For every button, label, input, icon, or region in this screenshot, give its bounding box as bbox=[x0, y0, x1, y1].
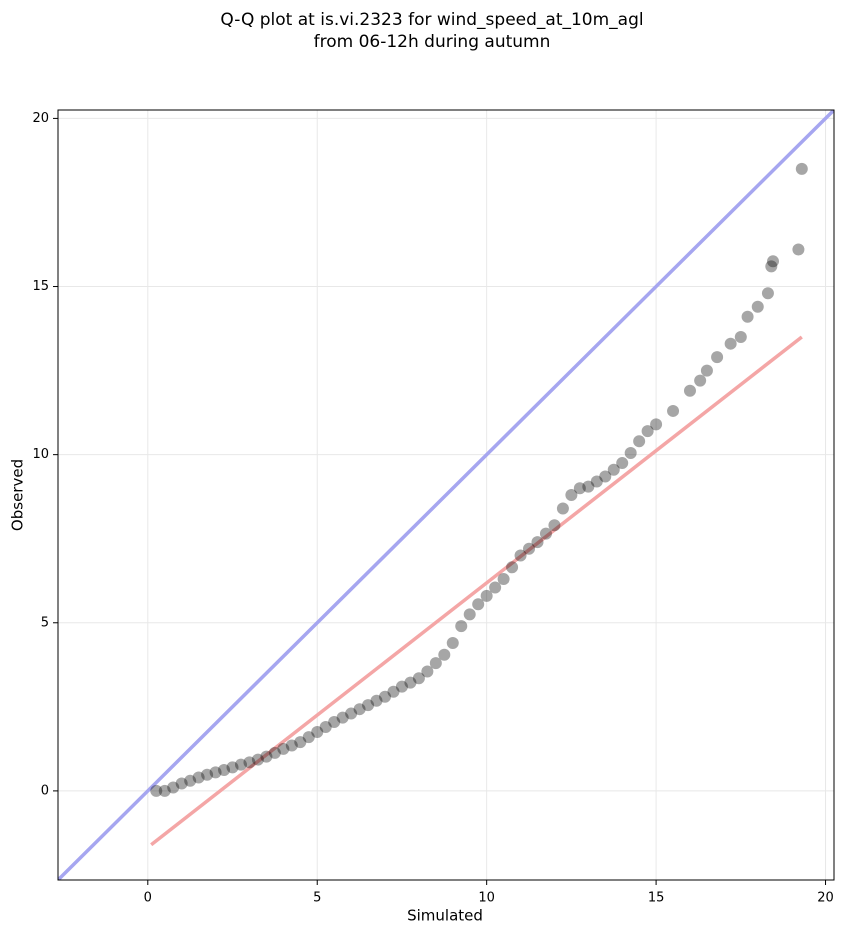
chart-title: from 06-12h during autumn bbox=[314, 32, 551, 52]
point bbox=[345, 707, 358, 720]
chart-title: Q-Q plot at is.vi.2323 for wind_speed_at… bbox=[220, 10, 643, 30]
point bbox=[463, 608, 476, 621]
point bbox=[694, 374, 707, 387]
point bbox=[761, 287, 774, 300]
reference-line bbox=[150, 335, 803, 847]
point bbox=[641, 425, 654, 438]
point bbox=[438, 648, 451, 661]
point bbox=[260, 750, 273, 763]
point bbox=[150, 784, 163, 797]
point bbox=[795, 162, 808, 175]
point bbox=[319, 721, 332, 734]
point bbox=[251, 753, 264, 766]
y-tick-label: 0 bbox=[41, 783, 49, 798]
point bbox=[379, 690, 392, 703]
point bbox=[765, 260, 778, 273]
x-tick-label: 15 bbox=[648, 891, 665, 906]
y-tick-label: 20 bbox=[32, 111, 49, 126]
point bbox=[209, 766, 222, 779]
point bbox=[277, 742, 290, 755]
point bbox=[429, 657, 442, 670]
point bbox=[650, 418, 663, 431]
y-tick-label: 15 bbox=[32, 279, 49, 294]
point bbox=[582, 480, 595, 493]
point bbox=[353, 703, 366, 716]
point bbox=[370, 694, 383, 707]
point bbox=[734, 330, 747, 343]
point bbox=[387, 685, 400, 698]
point bbox=[497, 573, 510, 586]
point bbox=[751, 300, 764, 313]
point bbox=[607, 463, 620, 476]
point bbox=[700, 364, 713, 377]
point bbox=[268, 746, 281, 759]
point bbox=[489, 581, 502, 594]
point bbox=[201, 768, 214, 781]
point bbox=[243, 756, 256, 769]
point bbox=[616, 457, 629, 470]
point bbox=[480, 589, 493, 602]
point bbox=[184, 774, 197, 787]
point bbox=[404, 676, 417, 689]
point bbox=[328, 715, 341, 728]
point bbox=[556, 502, 569, 515]
point bbox=[590, 475, 603, 488]
y-tick-label: 5 bbox=[41, 615, 49, 630]
point bbox=[548, 519, 561, 532]
point bbox=[531, 536, 544, 549]
point bbox=[523, 542, 536, 555]
point bbox=[711, 351, 724, 364]
point bbox=[514, 549, 527, 562]
point bbox=[167, 781, 180, 794]
plot-frame bbox=[57, 109, 835, 881]
point bbox=[226, 761, 239, 774]
point bbox=[506, 561, 519, 574]
reference-line bbox=[58, 110, 834, 880]
point bbox=[311, 726, 324, 739]
x-tick-label: 5 bbox=[313, 891, 321, 906]
point bbox=[741, 310, 754, 323]
point bbox=[472, 598, 485, 611]
x-tick-label: 0 bbox=[144, 891, 152, 906]
point bbox=[362, 699, 375, 712]
point bbox=[624, 446, 637, 459]
point bbox=[446, 636, 459, 649]
x-tick-label: 20 bbox=[817, 891, 834, 906]
point bbox=[683, 384, 696, 397]
point bbox=[412, 672, 425, 685]
point bbox=[565, 489, 578, 501]
x-axis-label: Simulated bbox=[407, 907, 483, 925]
point bbox=[667, 404, 680, 417]
point bbox=[336, 711, 349, 724]
point bbox=[724, 337, 737, 350]
y-tick-label: 10 bbox=[32, 447, 49, 462]
point bbox=[573, 482, 586, 495]
point bbox=[158, 784, 171, 797]
point bbox=[421, 665, 434, 678]
x-tick-label: 10 bbox=[478, 891, 495, 906]
point bbox=[539, 527, 552, 540]
point bbox=[792, 243, 805, 256]
point bbox=[192, 771, 205, 784]
point bbox=[302, 731, 315, 744]
point bbox=[234, 758, 247, 771]
y-axis-label: Observed bbox=[9, 459, 27, 531]
point bbox=[285, 739, 298, 752]
point bbox=[767, 255, 780, 268]
plot-area bbox=[58, 110, 834, 880]
point bbox=[218, 764, 231, 777]
point bbox=[455, 620, 468, 633]
point bbox=[294, 736, 307, 749]
point bbox=[175, 777, 188, 790]
point bbox=[599, 470, 612, 483]
point bbox=[395, 680, 408, 693]
point bbox=[633, 435, 646, 448]
